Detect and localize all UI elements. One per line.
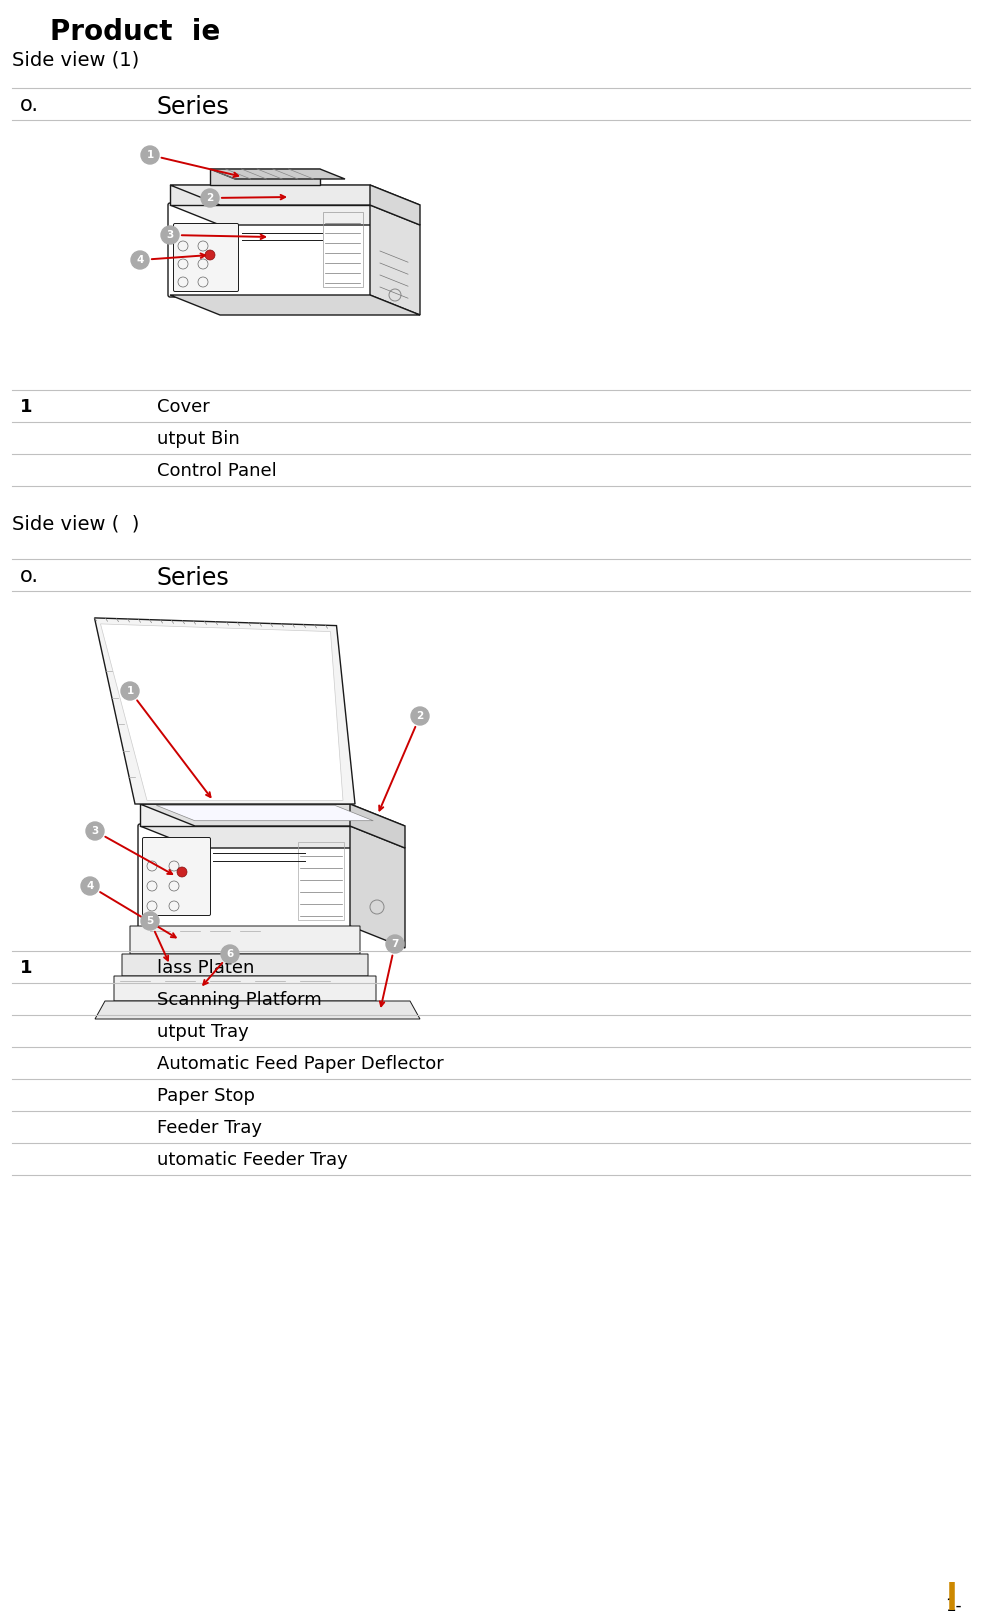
Text: 3: 3 — [167, 230, 174, 240]
Polygon shape — [210, 169, 345, 179]
Text: 1: 1 — [146, 150, 154, 159]
Polygon shape — [140, 826, 405, 847]
Polygon shape — [156, 806, 374, 820]
Text: 5: 5 — [146, 917, 154, 926]
Text: Feeder Tray: Feeder Tray — [157, 1120, 262, 1137]
Polygon shape — [95, 619, 355, 804]
Circle shape — [121, 681, 139, 701]
Text: utput Bin: utput Bin — [157, 430, 240, 448]
Text: o.: o. — [20, 565, 39, 586]
Circle shape — [141, 147, 159, 164]
Polygon shape — [170, 185, 420, 205]
Text: 4: 4 — [136, 255, 144, 264]
Circle shape — [141, 912, 159, 930]
FancyBboxPatch shape — [138, 823, 352, 928]
Circle shape — [205, 250, 215, 259]
FancyBboxPatch shape — [114, 976, 376, 1000]
Text: Scanning Platform: Scanning Platform — [157, 991, 321, 1008]
Text: 6: 6 — [227, 949, 234, 959]
FancyBboxPatch shape — [130, 926, 360, 954]
Polygon shape — [140, 804, 350, 826]
Circle shape — [221, 946, 239, 963]
Polygon shape — [350, 804, 405, 847]
Text: 1: 1 — [20, 959, 33, 976]
Circle shape — [411, 707, 429, 725]
Bar — [323, 213, 363, 287]
Polygon shape — [350, 826, 405, 947]
Text: Paper Stop: Paper Stop — [157, 1087, 255, 1105]
FancyBboxPatch shape — [174, 224, 239, 292]
Polygon shape — [170, 205, 420, 226]
Text: Automatic Feed Paper Deflector: Automatic Feed Paper Deflector — [157, 1055, 444, 1073]
Polygon shape — [95, 1000, 420, 1020]
Circle shape — [386, 934, 404, 954]
Circle shape — [177, 867, 187, 876]
Polygon shape — [140, 804, 405, 826]
Text: Side view (  ): Side view ( ) — [12, 514, 139, 533]
Text: Series: Series — [157, 95, 230, 119]
FancyBboxPatch shape — [143, 838, 210, 915]
Circle shape — [86, 822, 104, 839]
Text: Product  ie: Product ie — [50, 18, 220, 47]
Polygon shape — [210, 169, 320, 185]
Circle shape — [131, 251, 149, 269]
Text: 2: 2 — [206, 193, 214, 203]
Circle shape — [201, 188, 219, 206]
Polygon shape — [101, 623, 343, 801]
Text: Control Panel: Control Panel — [157, 462, 277, 480]
Text: o.: o. — [20, 95, 39, 114]
Polygon shape — [370, 185, 420, 226]
Polygon shape — [170, 185, 370, 205]
Text: utomatic Feeder Tray: utomatic Feeder Tray — [157, 1150, 348, 1170]
Text: 3: 3 — [92, 826, 99, 836]
Text: 1: 1 — [20, 398, 33, 416]
Polygon shape — [370, 205, 420, 316]
Text: Side view (1): Side view (1) — [12, 50, 139, 69]
Text: 1-: 1- — [946, 1597, 962, 1611]
Text: 1: 1 — [126, 686, 134, 696]
FancyBboxPatch shape — [122, 954, 368, 976]
Text: Cover: Cover — [157, 398, 210, 416]
Bar — [298, 843, 344, 920]
Text: 4: 4 — [87, 881, 94, 891]
Text: lass Platen: lass Platen — [157, 959, 254, 976]
Text: 2: 2 — [416, 710, 424, 722]
Text: 7: 7 — [391, 939, 398, 949]
Circle shape — [161, 226, 179, 243]
Text: Series: Series — [157, 565, 230, 590]
Polygon shape — [170, 295, 420, 316]
Text: utput Tray: utput Tray — [157, 1023, 248, 1041]
Circle shape — [81, 876, 99, 896]
